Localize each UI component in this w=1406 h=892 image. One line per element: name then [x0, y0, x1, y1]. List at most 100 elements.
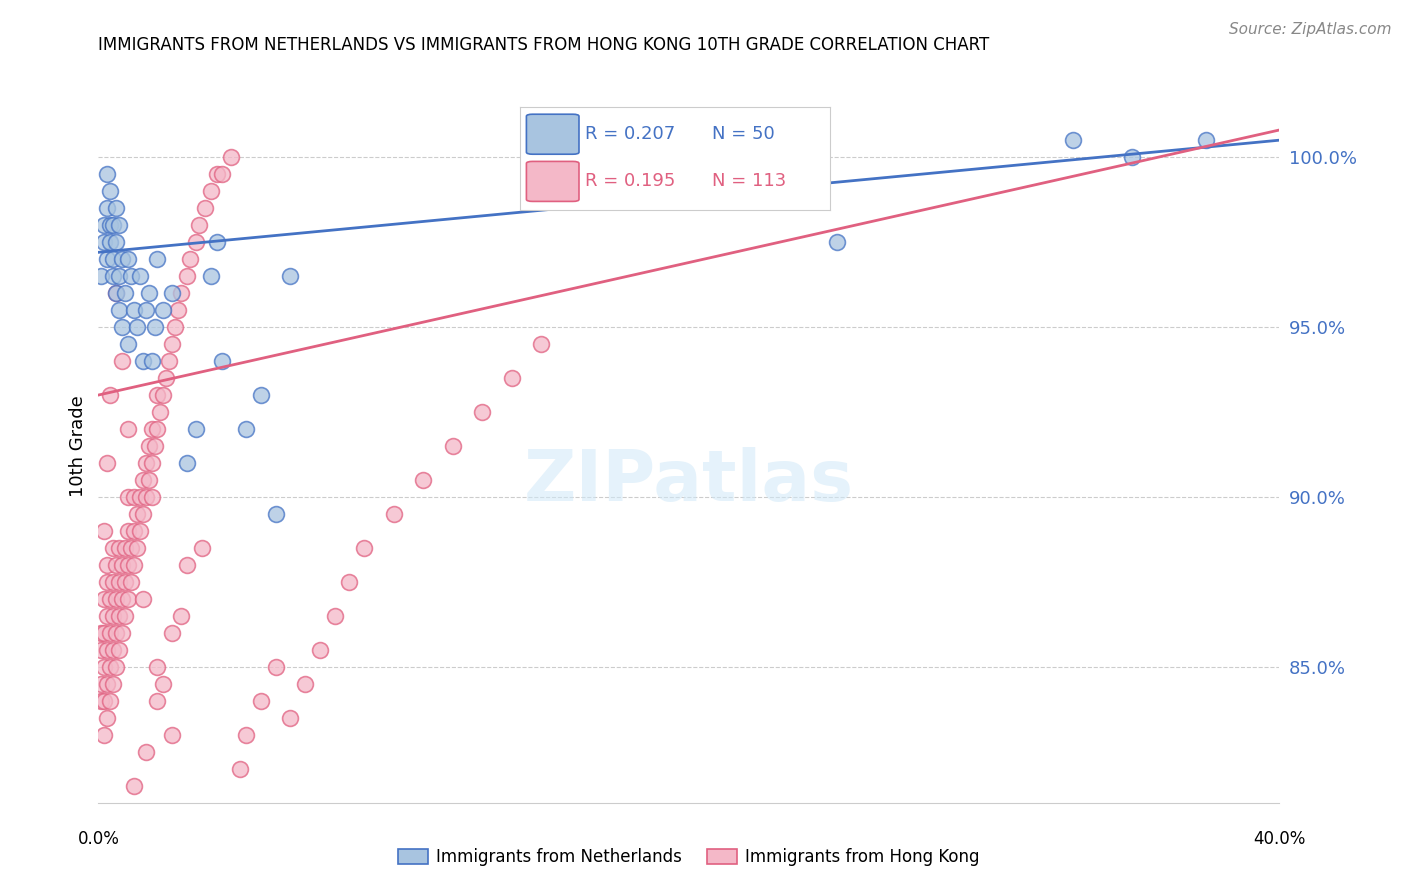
Point — [98, 591, 121, 606]
Point — [120, 541, 142, 555]
Point — [114, 286, 136, 301]
Point — [105, 235, 128, 249]
Point — [111, 354, 134, 368]
Point — [117, 558, 139, 572]
Text: ZIPatlas: ZIPatlas — [524, 447, 853, 516]
Point — [98, 694, 121, 708]
Point — [96, 558, 118, 572]
Point — [132, 591, 155, 606]
Point — [105, 286, 128, 301]
Point — [122, 558, 145, 572]
Point — [146, 660, 169, 674]
Point — [122, 524, 145, 538]
Point — [128, 490, 150, 504]
Point — [103, 677, 125, 691]
Point — [122, 303, 145, 318]
Point — [108, 218, 131, 232]
Point — [105, 558, 128, 572]
Text: IMMIGRANTS FROM NETHERLANDS VS IMMIGRANTS FROM HONG KONG 10TH GRADE CORRELATION : IMMIGRANTS FROM NETHERLANDS VS IMMIGRANT… — [98, 36, 990, 54]
Point — [105, 626, 128, 640]
Point — [96, 711, 118, 725]
Point — [128, 524, 150, 538]
Point — [90, 626, 112, 640]
Point — [141, 422, 163, 436]
Point — [125, 507, 148, 521]
Point — [184, 422, 207, 436]
Point — [179, 252, 201, 266]
Point — [155, 371, 177, 385]
Point — [117, 422, 139, 436]
Point — [194, 201, 217, 215]
Point — [111, 626, 134, 640]
Text: 0.0%: 0.0% — [77, 830, 120, 848]
Point — [184, 235, 207, 249]
Point — [149, 405, 172, 419]
Point — [132, 354, 155, 368]
Point — [278, 711, 302, 725]
Point — [1195, 133, 1218, 147]
Point — [96, 252, 118, 266]
Point — [98, 235, 121, 249]
Point — [211, 354, 233, 368]
Point — [96, 677, 118, 691]
Point — [105, 660, 128, 674]
Point — [111, 252, 134, 266]
Point — [93, 218, 115, 232]
Point — [162, 286, 183, 301]
Point — [138, 286, 160, 301]
Point — [120, 574, 142, 589]
Point — [250, 694, 273, 708]
Point — [132, 473, 155, 487]
Point — [152, 303, 174, 318]
Point — [143, 320, 166, 334]
Point — [90, 677, 112, 691]
Point — [96, 201, 118, 215]
Point — [108, 303, 131, 318]
Point — [98, 626, 121, 640]
Point — [120, 269, 142, 284]
Point — [382, 507, 405, 521]
Point — [353, 541, 375, 555]
Point — [530, 150, 553, 164]
Point — [1121, 150, 1143, 164]
Point — [135, 745, 157, 759]
Point — [93, 591, 115, 606]
Point — [93, 660, 115, 674]
Point — [412, 473, 434, 487]
Point — [530, 337, 553, 351]
Point — [117, 490, 139, 504]
Y-axis label: 10th Grade: 10th Grade — [69, 395, 87, 497]
Point — [103, 269, 125, 284]
Point — [108, 541, 131, 555]
Point — [264, 660, 287, 674]
Point — [157, 354, 180, 368]
Point — [135, 456, 157, 470]
Point — [103, 218, 125, 232]
Point — [143, 439, 166, 453]
Point — [125, 320, 148, 334]
Point — [93, 694, 115, 708]
Point — [122, 779, 145, 793]
Point — [205, 167, 228, 181]
Point — [103, 574, 125, 589]
Point — [93, 524, 115, 538]
Point — [170, 286, 193, 301]
Point — [117, 591, 139, 606]
Point — [176, 456, 198, 470]
Point — [138, 473, 160, 487]
Point — [337, 574, 360, 589]
Point — [176, 558, 198, 572]
Point — [98, 388, 121, 402]
Point — [111, 558, 134, 572]
Text: R = 0.207: R = 0.207 — [585, 125, 675, 144]
Point — [105, 286, 128, 301]
Point — [98, 184, 121, 198]
Point — [205, 235, 228, 249]
Point — [471, 405, 494, 419]
Point — [146, 694, 169, 708]
Text: N = 50: N = 50 — [711, 125, 775, 144]
Point — [176, 269, 198, 284]
Point — [162, 337, 183, 351]
Point — [235, 422, 257, 436]
Point — [96, 574, 118, 589]
